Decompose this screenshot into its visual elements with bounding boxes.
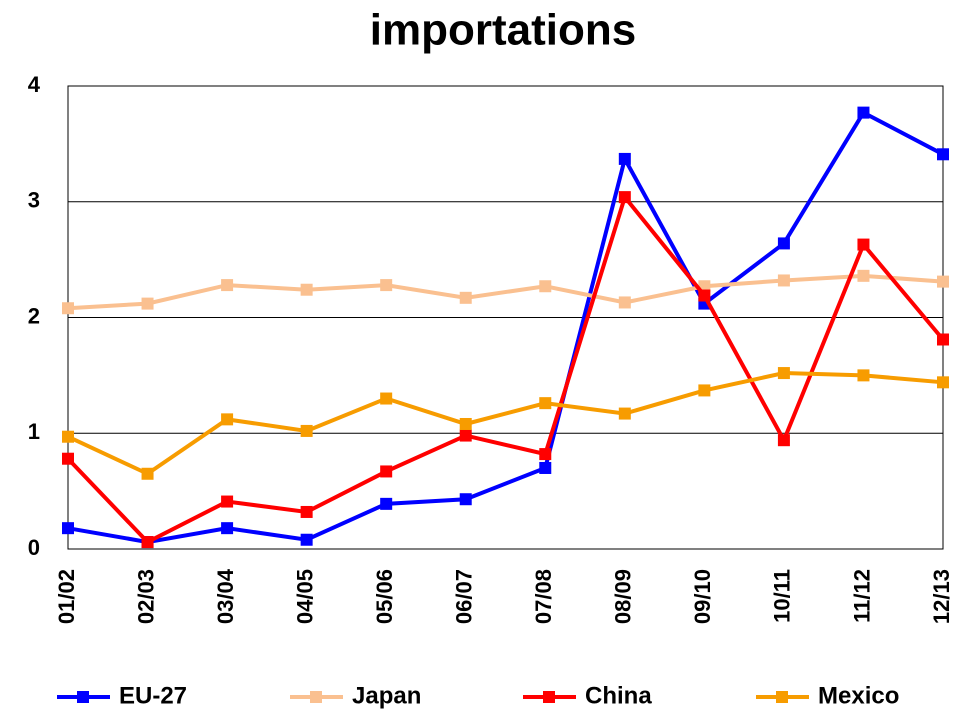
y-tick-label: 3 [28,188,40,213]
x-tick-label: 04/05 [292,569,317,624]
data-point [380,392,393,405]
x-tick-label: 01/02 [54,569,79,624]
legend-label: Japan [352,682,421,709]
data-point [300,533,313,546]
data-point [698,384,711,397]
data-point [221,279,234,292]
legend-label: EU-27 [119,682,187,709]
data-point [777,367,790,380]
legend-label: Mexico [818,682,899,709]
data-point [221,522,234,535]
data-point [937,275,949,288]
data-point [777,237,790,250]
data-point [857,369,870,382]
data-point [539,461,552,474]
x-tick-label: 07/08 [531,569,556,624]
data-point [539,280,552,293]
y-tick-label: 4 [28,72,41,97]
data-point [380,279,393,292]
series-line [67,273,944,311]
data-point [539,448,552,461]
x-tick-label: 09/10 [690,569,715,624]
x-tick-label: 03/04 [213,568,238,624]
x-tick-label: 12/13 [929,569,954,624]
plot-border [67,85,944,550]
series-line [67,109,944,545]
legend-marker [310,691,322,703]
data-point [459,493,472,506]
series-line [67,371,944,477]
data-point [618,296,631,309]
data-point [698,289,711,302]
data-point [857,269,870,282]
data-point [141,467,154,480]
data-point [62,430,74,443]
data-point [618,191,631,204]
data-point [937,376,949,389]
data-point [618,407,631,420]
y-tick-label: 0 [28,535,40,560]
x-tick-label: 02/03 [133,569,158,624]
x-tick-label: 11/12 [849,569,874,623]
y-tick-label: 1 [28,419,40,444]
x-tick-label: 05/06 [372,569,397,624]
data-point [777,434,790,447]
series-line [66,192,945,545]
data-point [618,152,631,165]
legend-label: China [585,682,652,709]
x-tick-label: 10/11 [770,569,795,623]
data-point [141,536,154,549]
data-point [857,106,870,119]
data-point [459,291,472,304]
data-point [459,429,472,442]
data-point [300,283,313,296]
data-point [300,505,313,518]
chart-title: importations [370,6,636,55]
data-point [380,497,393,510]
data-point [777,274,790,287]
data-point [300,424,313,437]
data-point [380,465,393,478]
legend-marker [543,691,555,703]
legend-marker [776,691,788,703]
data-point [62,452,74,465]
data-point [857,238,870,251]
data-point [221,413,234,426]
data-point [62,302,74,315]
data-point [141,297,154,310]
y-tick-label: 2 [28,303,40,328]
data-point [937,148,949,161]
legend-marker [77,691,89,703]
x-tick-label: 06/07 [452,569,477,624]
data-point [221,495,234,508]
data-point [459,417,472,430]
data-point [62,522,74,535]
data-point [539,397,552,410]
data-point [937,333,949,346]
x-tick-label: 08/09 [611,569,636,624]
